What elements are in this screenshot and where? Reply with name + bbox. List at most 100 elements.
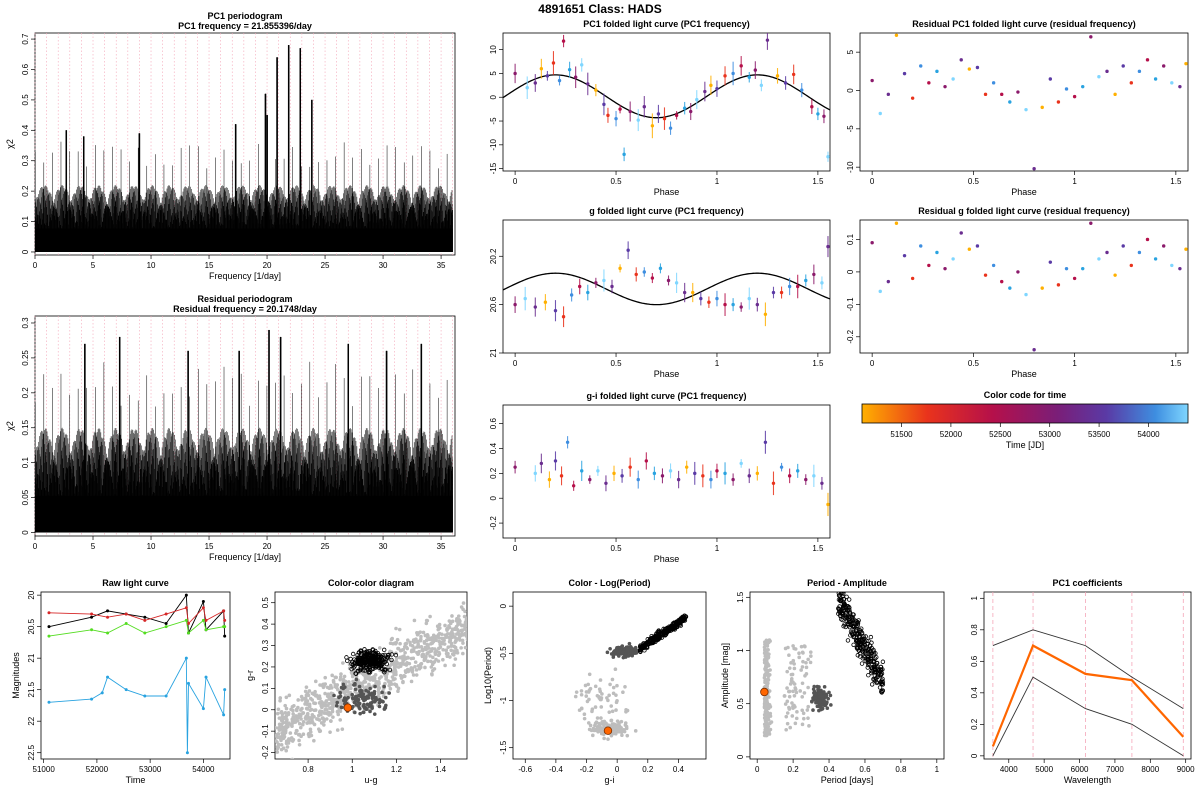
- variable-star: [611, 653, 616, 657]
- data-point: [1040, 286, 1044, 290]
- data-point: [787, 474, 792, 478]
- variable-star: [353, 671, 359, 677]
- variable-star: [361, 692, 366, 697]
- background-star: [425, 618, 430, 623]
- background-star: [448, 638, 453, 643]
- variable-star: [825, 706, 830, 711]
- background-star: [614, 708, 618, 712]
- data-point: [1170, 81, 1174, 85]
- x-tick-label: 1: [1072, 177, 1077, 186]
- data-point: [1032, 348, 1036, 352]
- x-tick-label: 53000: [139, 765, 162, 774]
- data-point: [620, 474, 624, 478]
- background-star: [384, 677, 388, 681]
- data-point: [1153, 77, 1158, 81]
- background-star: [472, 620, 476, 624]
- background-star: [342, 679, 346, 684]
- background-star: [367, 682, 371, 687]
- data-point: [775, 74, 780, 78]
- background-star: [312, 701, 316, 705]
- plot-area: [503, 33, 830, 162]
- light-curve-point: [185, 751, 189, 755]
- background-star: [284, 741, 289, 746]
- variable-star: [850, 632, 856, 638]
- x-tick-label: 0.5: [610, 544, 622, 553]
- background-star: [583, 683, 588, 688]
- variable-star: [822, 685, 827, 689]
- background-star: [339, 672, 343, 676]
- background-star: [765, 724, 770, 729]
- residual-pc1-panel: Residual PC1 folded light curve (residua…: [846, 19, 1189, 197]
- data-point: [709, 477, 713, 482]
- colorbar-tick-label: 53500: [1088, 430, 1111, 439]
- background-star: [785, 711, 790, 715]
- background-star: [297, 742, 302, 747]
- background-star: [307, 731, 311, 736]
- variable-star: [364, 649, 369, 655]
- data-point: [701, 474, 705, 478]
- variable-star: [372, 689, 377, 694]
- data-point: [1000, 92, 1004, 97]
- background-star: [433, 652, 438, 657]
- y-axis-label: g-r: [245, 670, 255, 681]
- light-curve-point: [143, 694, 147, 698]
- variable-star: [855, 646, 860, 651]
- background-star: [579, 689, 584, 693]
- variable-star: [650, 639, 655, 644]
- background-star: [594, 720, 599, 725]
- variable-star: [829, 703, 833, 707]
- background-star: [440, 636, 444, 641]
- background-star: [395, 661, 400, 666]
- variable-star: [820, 706, 825, 711]
- background-star: [787, 653, 791, 658]
- data-point: [1040, 105, 1044, 110]
- background-star: [595, 716, 600, 720]
- variable-star: [841, 592, 846, 596]
- background-star: [585, 699, 590, 704]
- variable-star: [819, 688, 823, 693]
- background-star: [330, 673, 334, 678]
- background-star: [423, 633, 428, 638]
- background-star: [349, 686, 353, 691]
- data-point: [1113, 92, 1117, 97]
- variable-star: [862, 639, 867, 645]
- background-star: [320, 716, 325, 720]
- variable-star: [368, 686, 372, 691]
- variable-star: [865, 641, 870, 647]
- variable-star: [358, 648, 363, 653]
- data-point: [1097, 257, 1101, 261]
- background-star: [330, 707, 335, 711]
- x-tick-label: 0.5: [968, 359, 980, 368]
- x-tick-label: 1: [935, 765, 940, 774]
- variable-star: [350, 651, 356, 657]
- background-star: [603, 721, 607, 725]
- data-point: [820, 281, 824, 285]
- y-tick-label: 0.1: [21, 215, 30, 227]
- x-tick-label: 0: [33, 542, 38, 551]
- data-point: [763, 440, 768, 444]
- background-star: [318, 683, 322, 687]
- data-point: [771, 290, 776, 295]
- x-tick-label: 0.6: [859, 765, 871, 774]
- background-star: [305, 707, 310, 711]
- background-star: [414, 637, 418, 642]
- data-point: [983, 92, 988, 97]
- raw-light-curve-panel: Raw light curve 51000 52000 53000 54000 20 20.…: [11, 578, 231, 785]
- background-star: [593, 705, 598, 709]
- background-star: [598, 697, 603, 702]
- data-point: [812, 272, 816, 277]
- plot-frame: [512, 591, 707, 760]
- background-star: [587, 688, 592, 693]
- variable-star: [365, 657, 370, 663]
- variable-star: [850, 629, 855, 634]
- plot-frame: [983, 591, 1192, 760]
- variable-star: [385, 654, 390, 660]
- background-star: [588, 723, 593, 728]
- variable-star: [361, 710, 366, 715]
- background-star: [392, 663, 397, 668]
- data-point: [739, 64, 743, 68]
- data-point: [739, 305, 743, 309]
- variable-star: [843, 624, 848, 630]
- data-point: [967, 247, 972, 251]
- panel-title: Residual PC1 folded light curve (residua…: [912, 19, 1136, 29]
